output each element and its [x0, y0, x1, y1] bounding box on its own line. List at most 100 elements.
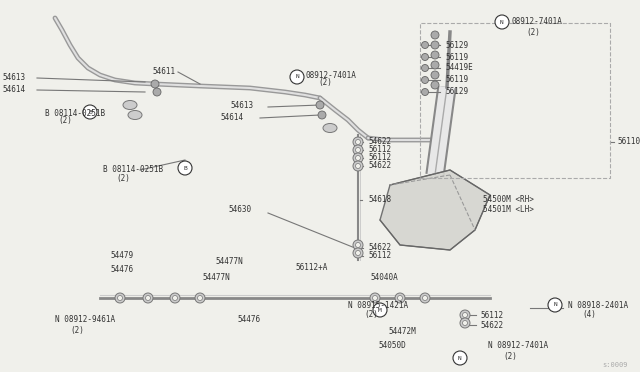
Circle shape [463, 321, 467, 326]
Circle shape [153, 88, 161, 96]
Text: 54500M <RH>: 54500M <RH> [483, 196, 534, 205]
Text: 54618: 54618 [368, 196, 391, 205]
Text: 54479: 54479 [110, 250, 133, 260]
Circle shape [195, 293, 205, 303]
Text: N: N [458, 356, 462, 360]
Circle shape [353, 145, 363, 155]
Text: 54476: 54476 [110, 266, 133, 275]
Circle shape [422, 54, 429, 61]
Text: (2): (2) [364, 311, 378, 320]
Circle shape [495, 15, 509, 29]
Circle shape [316, 101, 324, 109]
Text: M: M [378, 308, 382, 312]
Text: N 08915-1421A: N 08915-1421A [348, 301, 408, 311]
Circle shape [355, 243, 360, 247]
Circle shape [118, 295, 122, 301]
Circle shape [431, 31, 439, 39]
Circle shape [422, 64, 429, 71]
Circle shape [370, 293, 380, 303]
Circle shape [355, 148, 360, 153]
Text: N: N [553, 302, 557, 308]
Circle shape [420, 293, 430, 303]
Text: 54477N: 54477N [215, 257, 243, 266]
Circle shape [548, 298, 562, 312]
Text: 56112: 56112 [368, 154, 391, 163]
Text: 54419E: 54419E [445, 64, 473, 73]
Circle shape [173, 295, 177, 301]
Text: (2): (2) [526, 28, 540, 36]
Text: 54622: 54622 [480, 321, 503, 330]
Text: N: N [295, 74, 299, 80]
Text: 56112: 56112 [368, 251, 391, 260]
Text: (2): (2) [503, 352, 517, 360]
Text: (2): (2) [70, 326, 84, 334]
Circle shape [355, 155, 360, 160]
Text: 54477N: 54477N [202, 273, 230, 282]
Circle shape [143, 293, 153, 303]
Circle shape [355, 250, 360, 256]
Text: 54622: 54622 [368, 138, 391, 147]
Text: 08912-7401A: 08912-7401A [306, 71, 357, 80]
Circle shape [431, 41, 439, 49]
Circle shape [170, 293, 180, 303]
Circle shape [422, 42, 429, 48]
Text: 54611: 54611 [152, 67, 175, 77]
Text: 56129: 56129 [445, 87, 468, 96]
Text: B: B [88, 109, 92, 115]
Text: N: N [500, 19, 504, 25]
Circle shape [422, 77, 429, 83]
Polygon shape [380, 170, 490, 250]
Text: 54050D: 54050D [378, 340, 406, 350]
Text: (2): (2) [318, 78, 332, 87]
Circle shape [178, 161, 192, 175]
Text: 54630: 54630 [228, 205, 251, 215]
Circle shape [463, 312, 467, 317]
Circle shape [431, 71, 439, 79]
Circle shape [353, 137, 363, 147]
Circle shape [422, 295, 428, 301]
Text: 54622: 54622 [368, 161, 391, 170]
Ellipse shape [128, 110, 142, 119]
Text: N 08912-9461A: N 08912-9461A [55, 315, 115, 324]
Text: (2): (2) [58, 116, 72, 125]
Circle shape [453, 351, 467, 365]
Text: 56119: 56119 [445, 76, 468, 84]
Text: N 08918-2401A: N 08918-2401A [568, 301, 628, 310]
Text: B 08114-0251B: B 08114-0251B [103, 166, 163, 174]
Text: 56119: 56119 [445, 52, 468, 61]
Text: (4): (4) [582, 311, 596, 320]
Text: 08912-7401A: 08912-7401A [512, 17, 563, 26]
Circle shape [355, 140, 360, 144]
Circle shape [395, 293, 405, 303]
Ellipse shape [123, 100, 137, 109]
Circle shape [373, 303, 387, 317]
Text: 54501M <LH>: 54501M <LH> [483, 205, 534, 215]
Circle shape [355, 164, 360, 169]
Text: 54476: 54476 [237, 315, 260, 324]
Text: 54614: 54614 [220, 113, 243, 122]
Text: (2): (2) [116, 173, 130, 183]
Circle shape [198, 295, 202, 301]
Circle shape [460, 318, 470, 328]
Text: 56110K: 56110K [617, 138, 640, 147]
Circle shape [290, 70, 304, 84]
Text: 54613: 54613 [2, 74, 25, 83]
Text: s:0009: s:0009 [602, 362, 628, 368]
Text: B: B [183, 166, 187, 170]
Text: 56112: 56112 [368, 145, 391, 154]
Text: B 08114-0251B: B 08114-0251B [45, 109, 105, 118]
Circle shape [318, 111, 326, 119]
Circle shape [431, 81, 439, 89]
Circle shape [422, 89, 429, 96]
Ellipse shape [323, 124, 337, 132]
Circle shape [83, 105, 97, 119]
Circle shape [460, 310, 470, 320]
Text: N 08912-7401A: N 08912-7401A [488, 340, 548, 350]
Text: 56112: 56112 [480, 311, 503, 320]
Circle shape [431, 51, 439, 59]
Circle shape [353, 248, 363, 258]
Circle shape [397, 295, 403, 301]
Circle shape [353, 153, 363, 163]
Circle shape [431, 61, 439, 69]
Text: 54614: 54614 [2, 86, 25, 94]
